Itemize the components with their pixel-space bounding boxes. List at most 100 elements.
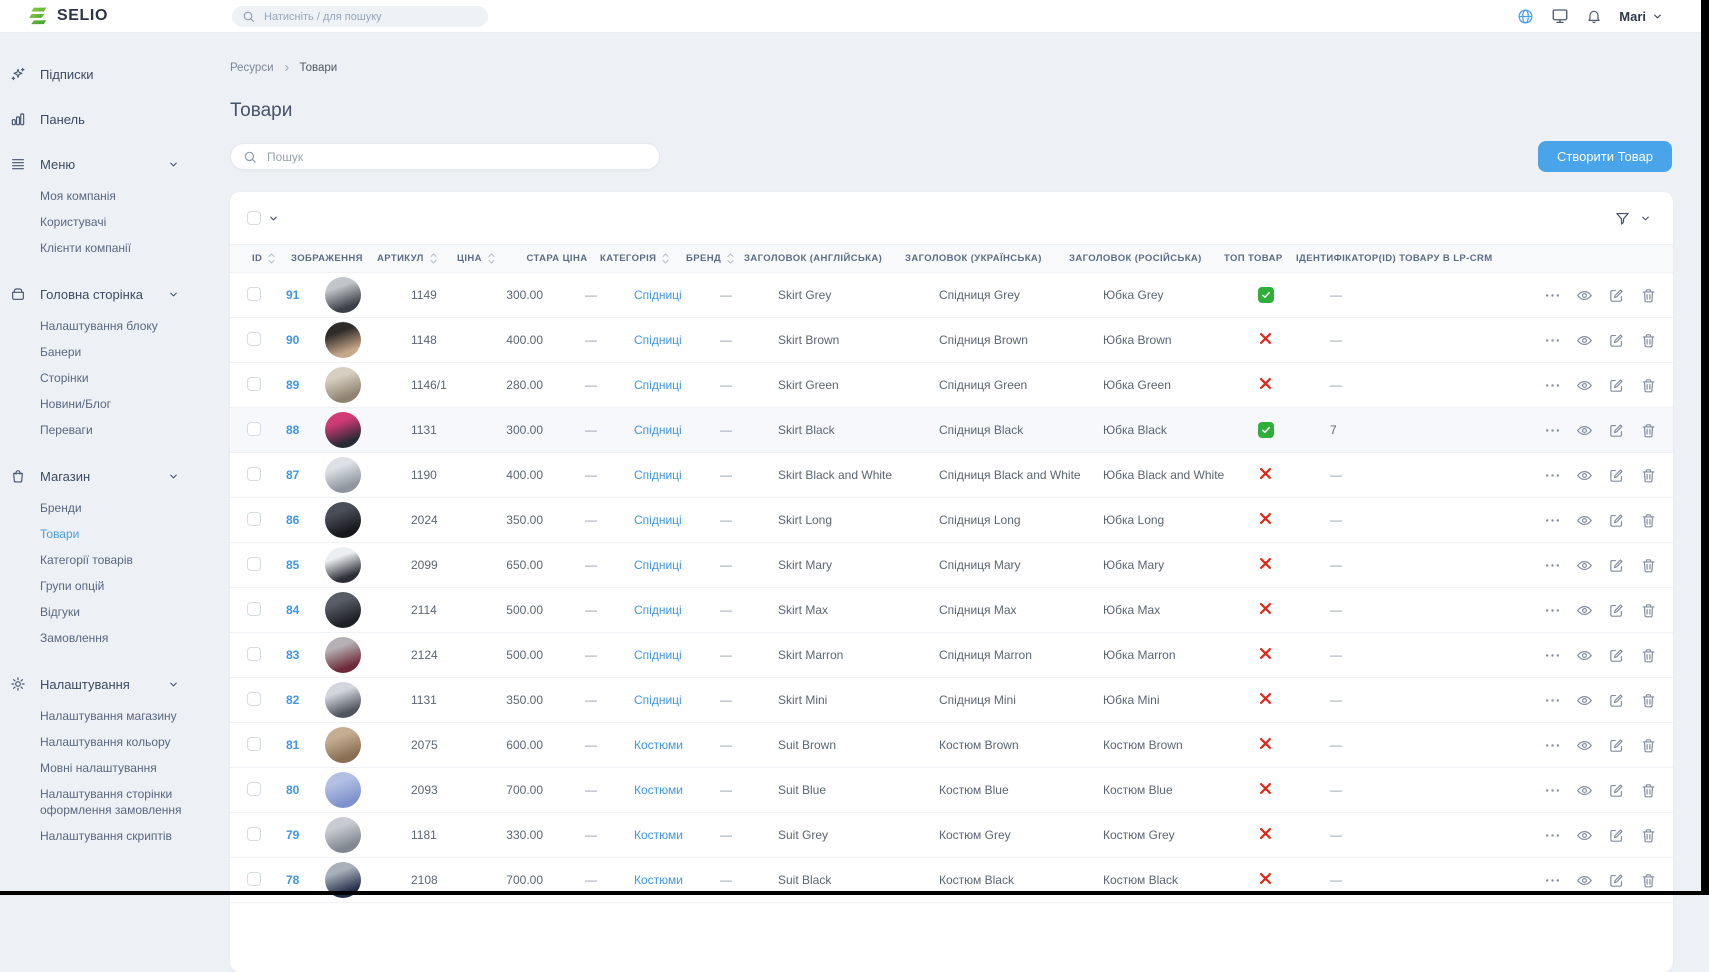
product-image[interactable] bbox=[325, 367, 361, 403]
row-checkbox[interactable] bbox=[247, 781, 261, 796]
row-checkbox[interactable] bbox=[247, 466, 261, 481]
product-category-link[interactable]: Костюми bbox=[634, 873, 683, 887]
edit-button[interactable] bbox=[1608, 737, 1625, 754]
column-header-id[interactable]: ID bbox=[247, 252, 289, 265]
product-image[interactable] bbox=[325, 637, 361, 673]
product-category-link[interactable]: Костюми bbox=[634, 828, 683, 842]
product-image[interactable] bbox=[325, 277, 361, 313]
product-category-link[interactable]: Спідниці bbox=[634, 423, 682, 437]
sidebar-subitem[interactable]: Клієнти компанії bbox=[40, 241, 132, 255]
sort-icon[interactable] bbox=[487, 252, 496, 265]
column-header-sku[interactable]: АРТИКУЛ bbox=[369, 252, 449, 265]
product-category-link[interactable]: Спідниці bbox=[634, 378, 682, 392]
sidebar-subitem[interactable]: Бренди bbox=[40, 501, 82, 515]
product-id-link[interactable]: 81 bbox=[286, 738, 300, 752]
sort-icon[interactable] bbox=[429, 252, 438, 265]
view-button[interactable] bbox=[1576, 287, 1593, 304]
more-button[interactable] bbox=[1544, 872, 1561, 889]
bell-icon[interactable] bbox=[1586, 8, 1602, 24]
breadcrumb-resources[interactable]: Ресурси bbox=[230, 62, 274, 74]
more-button[interactable] bbox=[1544, 287, 1561, 304]
sidebar-subitem[interactable]: Налаштування блоку bbox=[40, 319, 158, 333]
view-button[interactable] bbox=[1576, 332, 1593, 349]
sort-icon[interactable] bbox=[661, 252, 670, 265]
view-button[interactable] bbox=[1576, 737, 1593, 754]
monitor-icon[interactable] bbox=[1551, 7, 1569, 25]
view-button[interactable] bbox=[1576, 827, 1593, 844]
product-image[interactable] bbox=[325, 547, 361, 583]
product-id-link[interactable]: 84 bbox=[286, 603, 300, 617]
row-checkbox[interactable] bbox=[247, 736, 261, 751]
more-button[interactable] bbox=[1544, 827, 1561, 844]
column-header-cat[interactable]: КАТЕГОРІЯ bbox=[595, 252, 679, 265]
delete-button[interactable] bbox=[1640, 692, 1657, 709]
product-id-link[interactable]: 89 bbox=[286, 378, 300, 392]
sidebar-subitem[interactable]: Категорії товарів bbox=[40, 553, 133, 567]
delete-button[interactable] bbox=[1640, 737, 1657, 754]
delete-button[interactable] bbox=[1640, 332, 1657, 349]
product-image[interactable] bbox=[325, 592, 361, 628]
row-checkbox[interactable] bbox=[247, 826, 261, 841]
product-category-link[interactable]: Спідниці bbox=[634, 513, 682, 527]
global-search-input[interactable] bbox=[262, 9, 478, 24]
product-image[interactable] bbox=[325, 682, 361, 718]
product-category-link[interactable]: Спідниці bbox=[634, 288, 682, 302]
sidebar-subitem[interactable]: Сторінки bbox=[40, 371, 89, 385]
product-id-link[interactable]: 80 bbox=[286, 783, 300, 797]
delete-button[interactable] bbox=[1640, 872, 1657, 889]
filter-icon[interactable] bbox=[1614, 210, 1631, 227]
view-button[interactable] bbox=[1576, 647, 1593, 664]
sidebar-subitem[interactable]: Налаштування скриптів bbox=[40, 829, 172, 843]
sort-icon[interactable] bbox=[726, 252, 735, 265]
product-category-link[interactable]: Спідниці bbox=[634, 693, 682, 707]
more-button[interactable] bbox=[1544, 782, 1561, 799]
product-id-link[interactable]: 86 bbox=[286, 513, 300, 527]
sidebar-subitem[interactable]: Мовні налаштування bbox=[40, 761, 157, 775]
sidebar-item-settings[interactable]: Налаштування bbox=[9, 672, 204, 696]
sidebar-subitem[interactable]: Користувачі bbox=[40, 215, 107, 229]
table-search[interactable] bbox=[230, 143, 660, 170]
product-id-link[interactable]: 82 bbox=[286, 693, 300, 707]
more-button[interactable] bbox=[1544, 692, 1561, 709]
sidebar-subitem[interactable]: Переваги bbox=[40, 423, 93, 437]
sidebar-subitem[interactable]: Моя компанія bbox=[40, 189, 116, 203]
row-checkbox[interactable] bbox=[247, 646, 261, 661]
sidebar-subitem[interactable]: Товари bbox=[40, 527, 80, 541]
product-id-link[interactable]: 88 bbox=[286, 423, 300, 437]
chevron-down-icon[interactable] bbox=[268, 213, 279, 224]
product-category-link[interactable]: Костюми bbox=[634, 738, 683, 752]
edit-button[interactable] bbox=[1608, 377, 1625, 394]
sidebar-subitem[interactable]: Налаштування кольору bbox=[40, 735, 171, 749]
delete-button[interactable] bbox=[1640, 827, 1657, 844]
product-id-link[interactable]: 91 bbox=[286, 288, 300, 302]
sidebar-subitem[interactable]: Новини/Блог bbox=[40, 397, 112, 411]
edit-button[interactable] bbox=[1608, 782, 1625, 799]
language-globe-icon[interactable] bbox=[1517, 8, 1534, 25]
global-search[interactable] bbox=[232, 6, 488, 27]
sidebar-subitem[interactable]: Налаштування сторінки оформлення замовле… bbox=[40, 787, 182, 817]
more-button[interactable] bbox=[1544, 602, 1561, 619]
edit-button[interactable] bbox=[1608, 467, 1625, 484]
product-category-link[interactable]: Костюми bbox=[634, 783, 683, 797]
view-button[interactable] bbox=[1576, 602, 1593, 619]
row-checkbox[interactable] bbox=[247, 421, 261, 436]
row-checkbox[interactable] bbox=[247, 871, 261, 886]
sidebar-item-homepage[interactable]: Головна сторінка bbox=[9, 282, 204, 306]
sidebar-item-shop[interactable]: Магазин bbox=[9, 464, 204, 488]
delete-button[interactable] bbox=[1640, 782, 1657, 799]
sidebar-subitem[interactable]: Налаштування магазину bbox=[40, 709, 177, 723]
sort-icon[interactable] bbox=[267, 252, 276, 265]
more-button[interactable] bbox=[1544, 332, 1561, 349]
edit-button[interactable] bbox=[1608, 287, 1625, 304]
view-button[interactable] bbox=[1576, 557, 1593, 574]
column-header-price[interactable]: ЦІНА bbox=[449, 252, 519, 265]
product-image[interactable] bbox=[325, 322, 361, 358]
sidebar-item-menu[interactable]: Меню bbox=[9, 152, 204, 176]
sidebar-item-subscriptions[interactable]: Підписки bbox=[9, 62, 204, 86]
select-all-checkbox[interactable] bbox=[247, 211, 261, 225]
row-checkbox[interactable] bbox=[247, 691, 261, 706]
create-product-button[interactable]: Створити Товар bbox=[1537, 141, 1672, 172]
sidebar-subitem[interactable]: Відгуки bbox=[40, 605, 81, 619]
sidebar-subitem[interactable]: Замовлення bbox=[40, 631, 109, 645]
view-button[interactable] bbox=[1576, 512, 1593, 529]
